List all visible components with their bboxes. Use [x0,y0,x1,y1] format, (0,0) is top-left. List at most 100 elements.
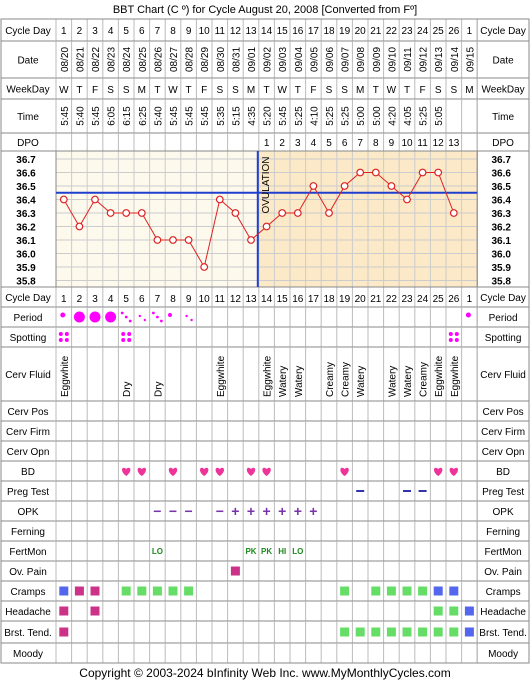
date-label: 09/15 [465,47,476,72]
cycle-day: 1 [61,26,67,37]
opk-result: + [231,503,239,519]
weekday-label: W [168,85,178,96]
temperature-point [325,209,333,217]
row-label-dpo: DPO [492,138,514,149]
y-tick-label: 36.2 [491,223,511,234]
time-label: 5:25 [294,106,305,126]
opk-result: − [185,503,193,519]
date-label: 09/14 [450,47,461,72]
row-label-weekday: WeekDay [6,85,49,96]
weekday-label: S [216,85,223,96]
period-mark [190,318,193,322]
cramps-mark [121,586,131,596]
time-label: 5:45 [91,106,102,126]
weekday-label: M [138,85,146,96]
temperature-point [200,263,209,271]
bd-heart-icon [122,467,131,476]
opk-result: + [247,503,255,519]
spotting-mark [64,338,69,342]
temperature-point [91,195,99,204]
time-label: 5:40 [153,106,164,126]
time-label: 5:45 [185,106,196,126]
row-label-moody: Moody [13,649,43,660]
headache-mark [90,606,100,616]
date-label: 08/20 [60,47,71,72]
period-mark [105,311,117,323]
row-label-weekday: WeekDay [482,85,525,96]
row-label-cerv_firm: Cerv Firm [6,427,50,438]
temperature-point [340,182,349,190]
fertmon-reading: LO [292,547,303,556]
brst-tend-mark [433,627,443,637]
cycle-day: 14 [261,294,273,305]
row-label-ov_pain: Ov. Pain [9,567,47,578]
date-label: 08/29 [200,47,211,72]
date-label: 09/11 [403,47,414,72]
date-label: 09/10 [387,47,398,72]
weekday-label: S [232,85,239,96]
temp-area-border [55,150,478,288]
spotting-mark [448,332,453,336]
brst-tend-mark [464,627,474,637]
row-label-brst_tend: Brst. Tend. [479,628,527,639]
cycle-day: 2 [77,26,83,37]
row-label-time: Time [17,112,39,123]
weekday-label: W [277,85,287,96]
temperature-point [293,209,302,217]
temperature-point [371,168,380,177]
opk-result: + [294,503,302,519]
row-label-spotting: Spotting [10,333,47,344]
row-label-date: Date [493,56,515,67]
row-label-cerv_pos: Cerv Pos [7,407,48,418]
cycle-day: 12 [230,294,242,305]
time-label: 4:35 [247,106,258,126]
row-label-opk: OPK [493,507,514,518]
cycle-day: 19 [339,26,351,37]
pre-ovulation-bg [56,151,259,287]
cycle-day: 22 [386,26,398,37]
bd-heart-icon [137,467,146,476]
cerv-fluid-label: Creamy [325,362,336,397]
cerv-fluid-label: Creamy [419,362,430,397]
opk-result: + [278,503,286,519]
temperature-point [262,222,271,231]
footer-copyright: Copyright © 2003-2024 bInfinity Web Inc.… [79,666,450,680]
y-tick-label: 36.3 [491,209,511,220]
y-tick-label: 36.4 [16,196,36,207]
cramps-mark [371,586,381,596]
row-label-cell [0,346,57,402]
date-label: 09/08 [356,47,367,72]
row-label-bd: BD [496,467,510,478]
cycle-day: 10 [199,26,211,37]
opk-result: − [153,503,161,519]
bd-heart-icon [215,467,224,476]
temperature-point [106,209,115,217]
cycle-day: 6 [139,26,145,37]
date-label: 08/24 [122,47,133,72]
cycle-day: 19 [339,294,351,305]
cycle-day: 12 [230,26,242,37]
y-tick-label: 36.6 [491,169,511,180]
period-mark [168,313,172,317]
cycle-day: 20 [355,26,367,37]
period-mark [60,312,66,318]
y-tick-label: 35.9 [16,263,36,274]
cerv-fluid-label: Watery [278,366,289,397]
cycle-day: 21 [370,294,382,305]
time-label: 6:25 [138,106,149,126]
cycle-day: 25 [433,294,445,305]
cycle-day: 4 [108,26,114,37]
date-label: 08/30 [216,47,227,72]
cramps-mark [152,586,162,596]
opk-result: + [309,503,317,519]
chart-border [0,18,530,664]
dpo-label: 3 [295,138,301,149]
time-label: 6:05 [107,106,118,126]
period-mark [124,315,128,319]
opk-result: − [216,503,224,519]
cramps-mark [386,586,396,596]
spotting-mark [454,338,459,342]
temperature-point [418,168,427,177]
bd-heart-icon [168,467,178,476]
